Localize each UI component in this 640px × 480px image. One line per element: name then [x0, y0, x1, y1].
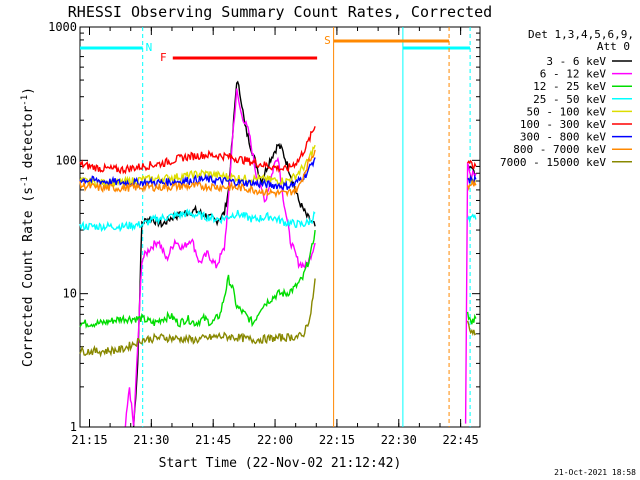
attenuator-note: Att 0: [597, 40, 630, 53]
y-tick-label: 10: [63, 287, 77, 301]
series-12-25keV-line: [466, 311, 477, 325]
legend-label: 12 - 25 keV: [533, 80, 606, 93]
series-7000-15000keV-line: [79, 278, 316, 358]
x-tick-label: 22:15: [319, 433, 355, 447]
series-6-12keV-line: [464, 162, 477, 424]
series-3-6keV-line: [132, 80, 316, 428]
flag-label-s: S: [324, 34, 331, 47]
series-300-800keV-line: [79, 157, 316, 191]
legend-label: 300 - 800 keV: [520, 131, 606, 144]
flag-markers: NF S: [80, 27, 471, 427]
y-tick-label: 1: [70, 420, 77, 434]
detector-note: Det 1,3,4,5,6,9,: [528, 28, 634, 41]
chart-title: RHESSI Observing Summary Count Rates, Co…: [68, 3, 492, 21]
y-axis: 1 10 100 1000: [48, 20, 480, 434]
series-800-7000keV-line: [466, 180, 477, 192]
legend-label: 50 - 100 keV: [527, 105, 607, 118]
x-tick-label: 21:30: [133, 433, 169, 447]
generation-timestamp: 21-Oct-2021 18:58: [554, 468, 636, 477]
flag-label-f: F: [160, 51, 167, 64]
series-25-50keV-line: [79, 208, 316, 233]
series-25-50keV-line: [466, 213, 477, 224]
legend-label: 3 - 6 keV: [546, 55, 606, 68]
plot-frame: [79, 26, 481, 428]
y-tick-label: 100: [55, 153, 77, 167]
x-tick-label: 22:30: [381, 433, 417, 447]
legend-label: 25 - 50 keV: [533, 93, 606, 106]
series-300-800keV-line: [467, 174, 477, 186]
series-12-25keV-line: [79, 230, 316, 329]
y-axis-title: Corrected Count Rate (s-1 detector-1): [20, 87, 36, 367]
flag-label-n: N: [146, 41, 153, 54]
y-tick-label: 1000: [48, 20, 77, 34]
x-tick-label: 22:45: [443, 433, 479, 447]
x-tick-label: 22:00: [257, 433, 293, 447]
series-lines: [79, 80, 477, 428]
legend-label: 6 - 12 keV: [540, 68, 607, 81]
x-axis-title: Start Time (22-Nov-02 21:12:42): [159, 456, 402, 471]
legend-label: 800 - 7000 keV: [513, 143, 606, 156]
x-tick-label: 21:45: [195, 433, 231, 447]
series-100-300keV-line: [467, 159, 477, 170]
x-axis: 21:15 21:30 21:45 22:00 22:15 22:30 22:45: [71, 27, 479, 447]
legend-label: 100 - 300 keV: [520, 118, 606, 131]
series-6-12keV-line: [124, 88, 316, 427]
legend-label: 7000 - 15000 keV: [500, 156, 606, 169]
series-800-7000keV-line: [79, 149, 316, 199]
x-tick-label: 21:15: [71, 433, 107, 447]
series-100-300keV-line: [79, 126, 316, 175]
series-7000-15000keV-line: [466, 320, 477, 337]
